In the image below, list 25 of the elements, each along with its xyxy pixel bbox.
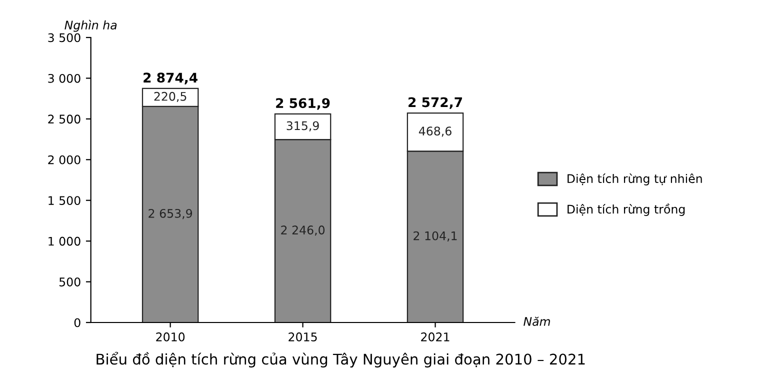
text: Biểu đồ diện tích rừng của vùng Tây Nguyên giai đoạn 2010 – 2021 [96,352,585,368]
y-axis-title: Nghìn ha [64,20,117,32]
data-label: 468,6 [418,126,452,137]
y-tick-label: 2 000 [48,155,80,164]
data-label: 2 104,1 [414,231,457,242]
y-tick-label: 1 000 [48,236,80,246]
data-label: 2 246,0 [281,226,325,236]
y-tick-label: 2 500 [48,114,80,124]
data-label: 2 653,9 [148,208,192,220]
x-tick-label: 2015 [288,332,317,342]
y-tick-label: 1 500 [48,196,80,206]
data-label: 315,9 [286,121,319,132]
y-tick-label: 500 [59,278,80,286]
y-tick-label: 3 000 [48,74,80,83]
data-label: 220,5 [154,92,186,102]
x-tick-label: 2010 [156,332,185,342]
total-label: 2 874,4 [144,72,198,84]
x-axis-title: Năm [524,316,550,326]
x-tick-label: 2021 [421,332,450,342]
y-tick-label: 3 500 [48,33,80,42]
y-tick-label: 0 [74,318,80,328]
legend-label: Diện tích rừng tự nhiên [568,173,702,186]
total-label: 2 572,7 [408,97,462,109]
total-label: 2 561,9 [276,98,330,110]
legend-label: Diện tích rừng trồng [568,204,685,216]
